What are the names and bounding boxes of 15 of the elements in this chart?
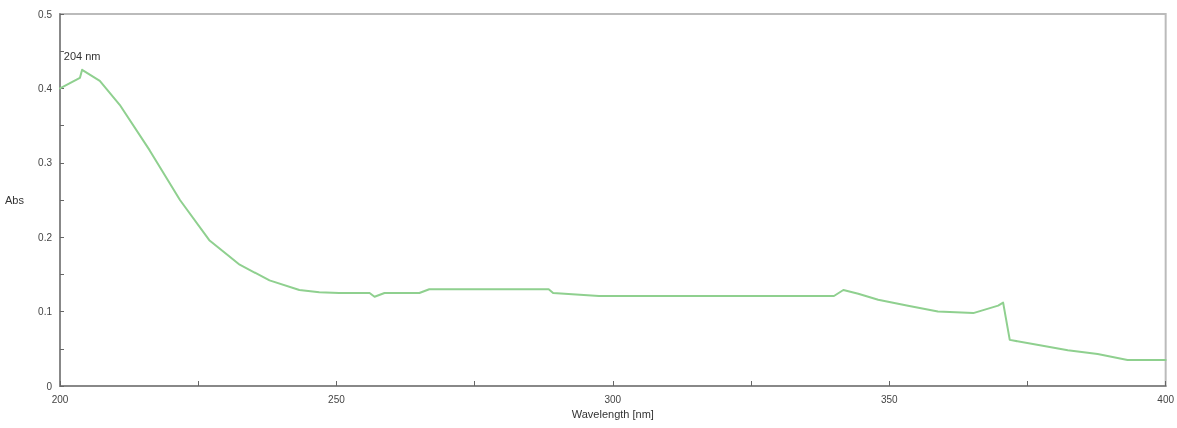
y-tick-label: 0.3	[38, 157, 53, 169]
line-series	[59, 68, 1167, 361]
annotation: 204 nm	[63, 50, 101, 63]
y-tick-label: 0.1	[38, 306, 53, 318]
y-axis-title: Abs	[5, 194, 25, 206]
x-tick-label: 350	[880, 393, 899, 405]
x-tick-label: 250	[328, 393, 346, 405]
y-tick-label: 0	[46, 380, 53, 392]
y-tick-label: 0.5	[38, 8, 53, 20]
x-tick-label: 200	[51, 393, 69, 405]
x-tick-label: 400	[1157, 393, 1175, 405]
y-tick-label: 0.4	[38, 82, 53, 94]
y-tick-label: 0.2	[38, 231, 53, 243]
x-tick-label: 300	[604, 393, 622, 405]
x-axis-title: Wavelength [nm]	[571, 408, 654, 421]
